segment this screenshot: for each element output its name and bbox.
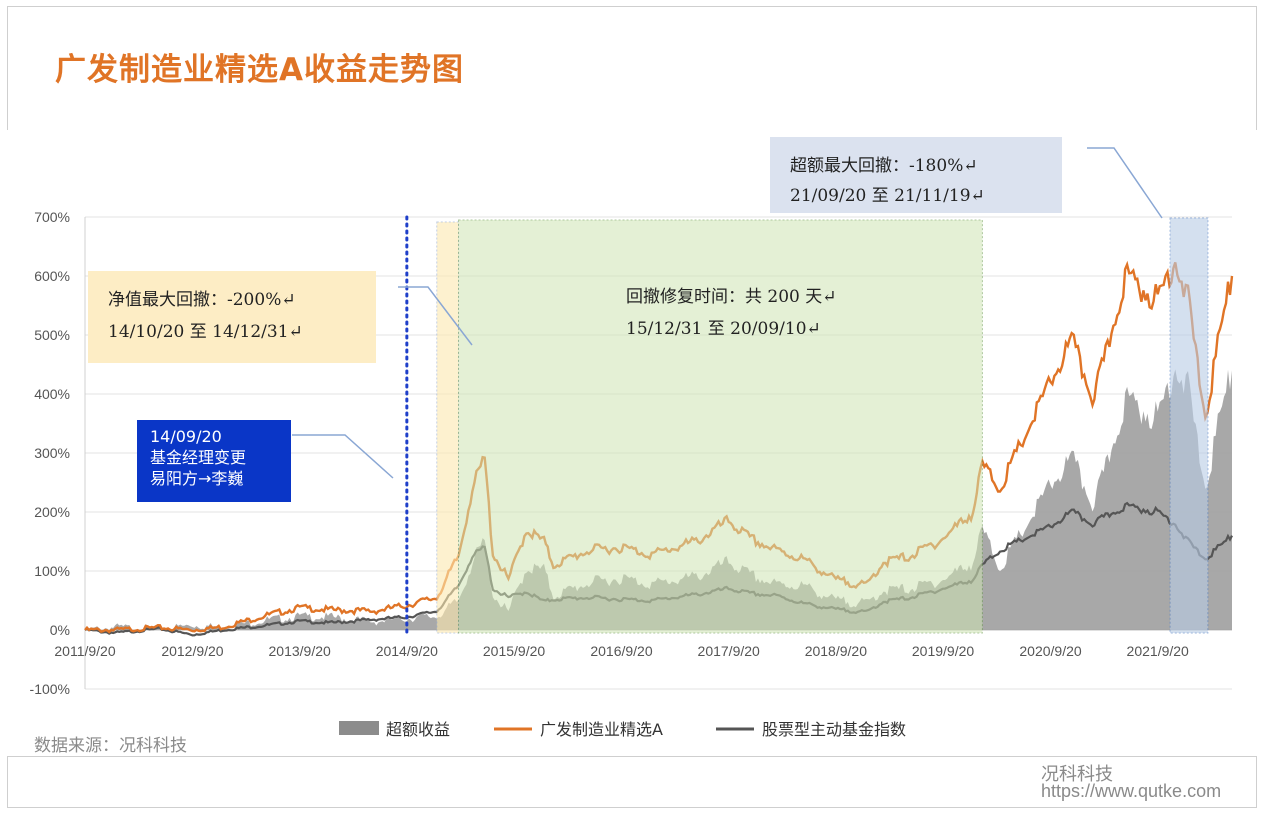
footer-frame (7, 756, 1257, 808)
y-tick-label: 400% (34, 386, 70, 402)
y-tick-label: -100% (30, 681, 70, 697)
x-tick-label: 2011/9/20 (54, 643, 115, 659)
legend-excess-label: 超额收益 (386, 720, 450, 739)
y-tick-label: 600% (34, 268, 70, 284)
legend-excess-swatch (339, 721, 379, 735)
manager-change-box (137, 420, 291, 502)
chart-title: 广发制造业精选A收益走势图 (55, 52, 464, 88)
x-tick-label: 2012/9/20 (161, 643, 223, 659)
y-tick-label: 700% (34, 209, 70, 225)
y-tick-label: 300% (34, 445, 70, 461)
recovery-callout-text: 15/12/31 至 20/09/10↵ (626, 319, 821, 339)
drawdown-callout-box (88, 271, 376, 363)
x-tick-label: 2020/9/20 (1019, 643, 1081, 659)
data-source: 数据来源：况科科技 (34, 736, 187, 756)
x-tick-label: 2013/9/20 (269, 643, 331, 659)
excess-drawdown-region (1169, 217, 1209, 634)
legend-index-label: 股票型主动基金指数 (762, 720, 906, 739)
y-tick-label: 0% (50, 622, 70, 638)
drawdown-callout-text: 净值最大回撤：-200%↵ (108, 290, 296, 310)
callout-connector (292, 434, 394, 479)
recovery-region (458, 219, 983, 634)
y-tick-label: 500% (34, 327, 70, 343)
x-tick-label: 2014/9/20 (376, 643, 438, 659)
manager-change-text: 基金经理变更 (150, 448, 246, 467)
manager-change-text: 14/09/20 (150, 427, 222, 446)
y-tick-label: 200% (34, 504, 70, 520)
excess-callout-box (770, 137, 1062, 213)
x-tick-label: 2018/9/20 (805, 643, 867, 659)
drawdown-region (436, 221, 460, 634)
drawdown-callout-text: 14/10/20 至 14/12/31↵ (108, 322, 303, 342)
manager-change-text: 易阳方→李巍 (150, 469, 243, 488)
callout-connector (398, 286, 473, 346)
x-tick-label: 2015/9/20 (483, 643, 545, 659)
recovery-callout-text: 回撤修复时间：共 200 天↵ (626, 287, 837, 307)
excess-callout-text: 21/09/20 至 21/11/19↵ (790, 186, 985, 206)
x-tick-label: 2016/9/20 (590, 643, 652, 659)
x-tick-label: 2019/9/20 (912, 643, 974, 659)
y-tick-label: 100% (34, 563, 70, 579)
x-tick-label: 2017/9/20 (698, 643, 760, 659)
legend-fund-label: 广发制造业精选A (540, 720, 663, 739)
x-tick-label: 2021/9/20 (1127, 643, 1189, 659)
watermark-name: 况科科技 (1041, 764, 1113, 785)
callout-connector (1087, 147, 1163, 219)
excess-callout-text: 超额最大回撤：-180%↵ (790, 156, 978, 176)
header-frame (7, 6, 1257, 130)
watermark-url: https://www.qutke.com (1041, 781, 1222, 801)
